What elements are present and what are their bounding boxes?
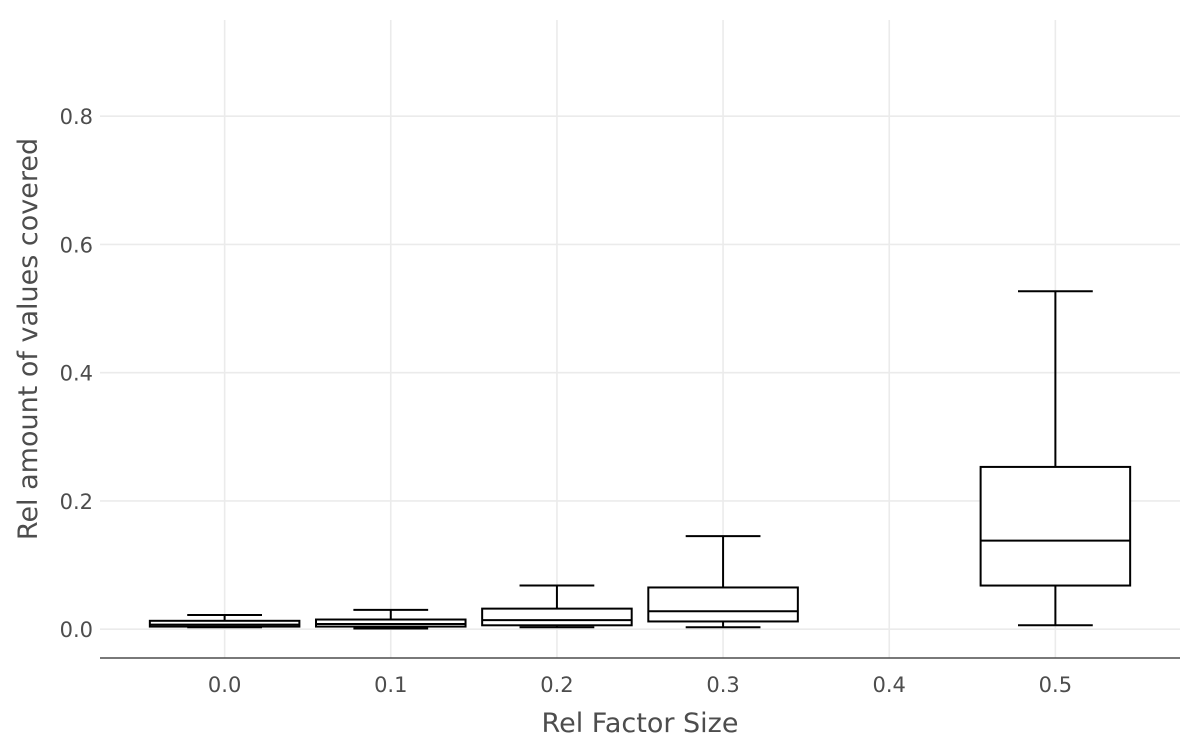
x-tick-label: 0.0 — [208, 673, 241, 697]
x-tick-label: 0.2 — [540, 673, 573, 697]
y-axis-title: Rel amount of values covered — [13, 138, 44, 540]
y-tick-label: 0.4 — [60, 362, 93, 386]
box-rect — [647, 586, 799, 623]
tick-labels: 0.0 0.1 0.2 0.3 0.4 0.5 0.0 0.2 0.4 0.6 0.8 — [60, 105, 1072, 697]
x-tick-label: 0.1 — [374, 673, 407, 697]
y-tick-label: 0.0 — [60, 618, 93, 642]
box-2 — [481, 584, 633, 629]
y-tick-label: 0.6 — [60, 233, 93, 257]
x-tick-label: 0.3 — [706, 673, 739, 697]
box-1 — [315, 608, 467, 630]
box-4 — [979, 290, 1132, 627]
boxes — [148, 290, 1132, 630]
box-0 — [148, 614, 301, 629]
x-tick-label: 0.5 — [1039, 673, 1072, 697]
box-rect — [979, 465, 1132, 587]
x-axis-title: Rel Factor Size — [542, 708, 739, 739]
x-tick-label: 0.4 — [873, 673, 906, 697]
y-tick-label: 0.2 — [60, 490, 93, 514]
box-3 — [647, 535, 799, 629]
y-tick-label: 0.8 — [60, 105, 93, 129]
box-rect — [481, 607, 633, 627]
